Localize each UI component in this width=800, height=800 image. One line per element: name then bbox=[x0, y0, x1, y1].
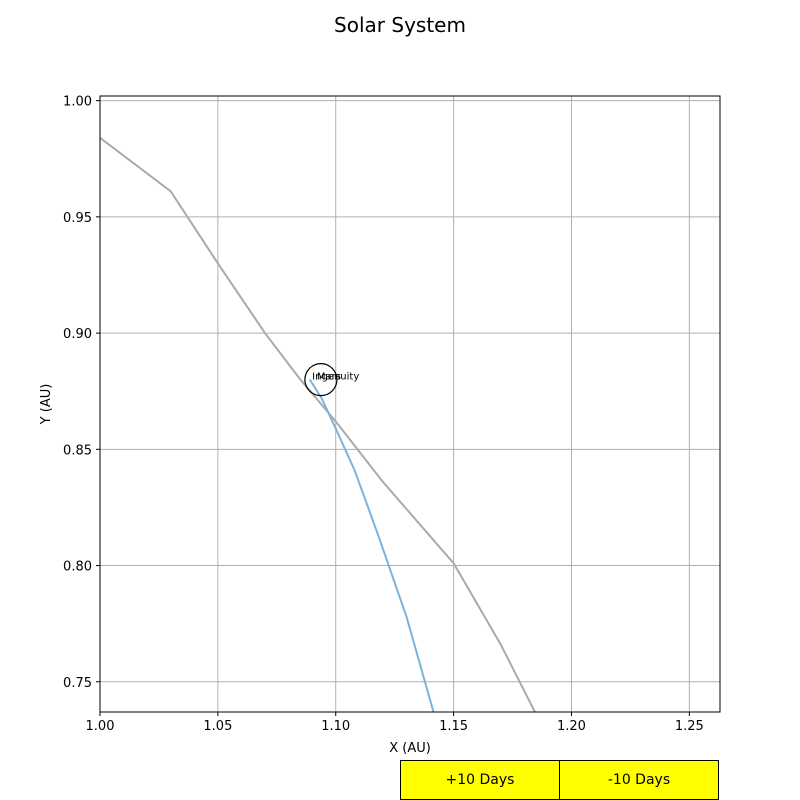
y-axis-label: Y (AU) bbox=[39, 384, 54, 426]
marker-label-ingenuity: Ingenuity bbox=[312, 372, 359, 383]
y-tick-label: 0.85 bbox=[63, 443, 92, 458]
orbit-path-1 bbox=[100, 137, 537, 712]
x-tick-label: 1.15 bbox=[439, 719, 468, 734]
x-tick-label: 1.20 bbox=[557, 719, 586, 734]
plus-10-days-button[interactable]: +10 Days bbox=[400, 760, 560, 800]
plot-area: 1.00 1.05 1.10 1.15 1.20 1.25 0.75 0.80 0.85 0.90… bbox=[63, 95, 721, 734]
x-tick-label: 1.05 bbox=[203, 719, 232, 734]
y-tick-label: 0.75 bbox=[63, 676, 92, 691]
orbit-path-2 bbox=[308, 379, 435, 712]
y-tick-label: 1.00 bbox=[63, 95, 92, 110]
x-tick-label: 1.25 bbox=[675, 719, 704, 734]
y-tick-label: 0.80 bbox=[63, 560, 92, 575]
minus-10-days-button[interactable]: -10 Days bbox=[559, 760, 719, 800]
axes-frame bbox=[99, 95, 721, 713]
marker-label-mars: Mars bbox=[317, 372, 341, 383]
x-axis-label: X (AU) bbox=[389, 741, 431, 756]
x-tick-label: 1.10 bbox=[321, 719, 350, 734]
y-tick-label: 0.95 bbox=[63, 211, 92, 226]
y-tick-label: 0.90 bbox=[63, 327, 92, 342]
x-tick-label: 1.00 bbox=[86, 719, 115, 734]
chart-title: Solar System bbox=[334, 13, 466, 37]
mars-marker bbox=[304, 362, 338, 397]
